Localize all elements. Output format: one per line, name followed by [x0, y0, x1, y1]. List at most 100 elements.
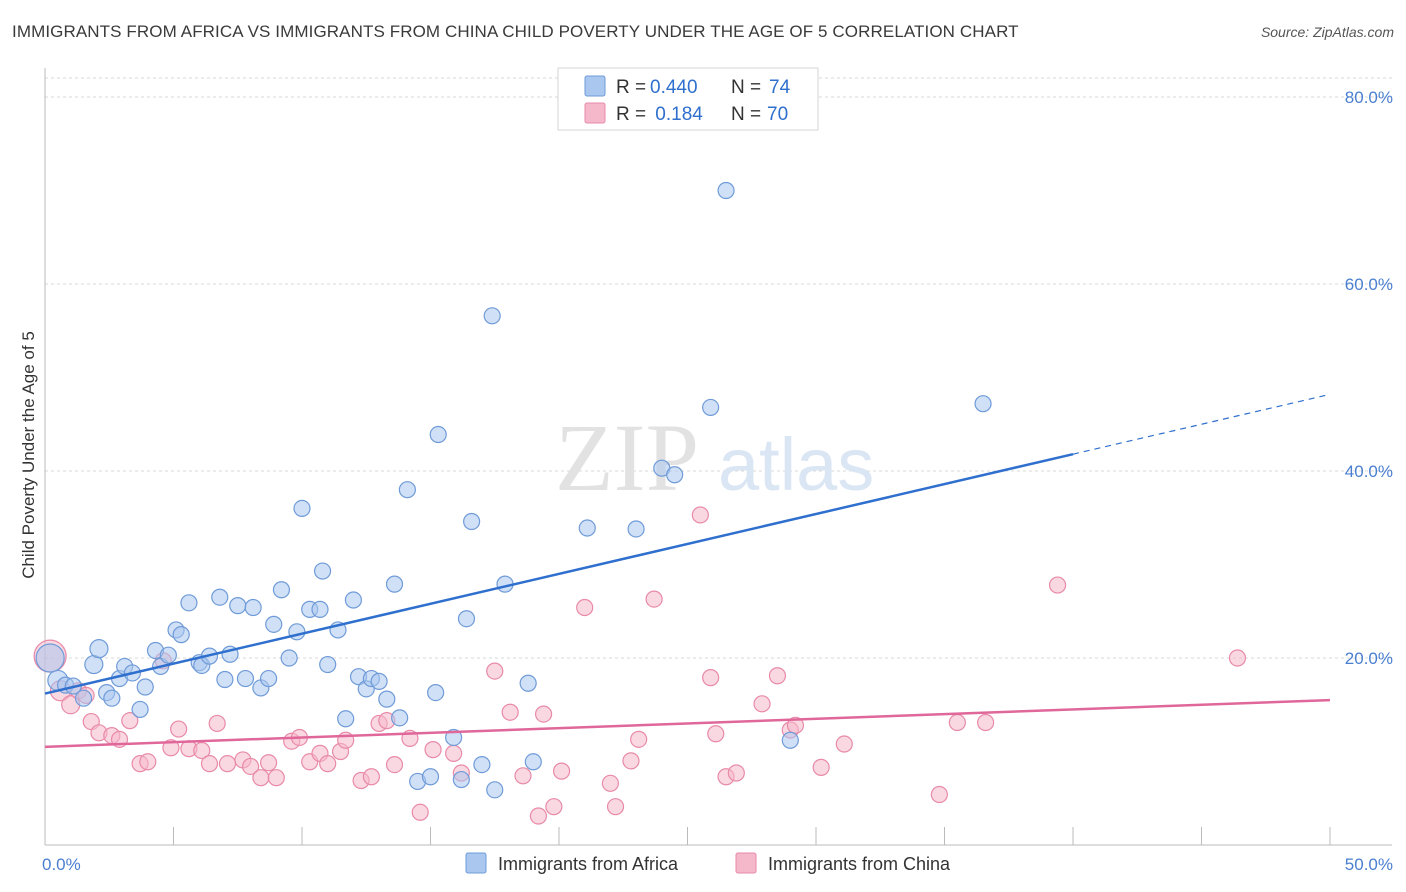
- africa-point: [781, 731, 799, 749]
- y-tick-label: 60.0%: [1345, 275, 1393, 294]
- africa-point: [236, 669, 255, 688]
- africa-point: [429, 425, 447, 444]
- africa-point: [159, 646, 177, 664]
- china-point: [121, 712, 139, 730]
- china-point: [319, 755, 337, 773]
- china-point: [691, 506, 709, 524]
- china-point: [218, 755, 237, 773]
- x-tick-label: 0.0%: [42, 855, 81, 874]
- china-point: [576, 598, 594, 617]
- africa-points: [35, 181, 992, 799]
- africa-point: [578, 519, 596, 537]
- africa-point: [293, 499, 311, 517]
- legend-swatch-china: [584, 102, 606, 124]
- china-point: [606, 798, 625, 816]
- africa-point: [180, 594, 198, 612]
- series-legend-swatch-china: [735, 852, 757, 874]
- africa-point: [427, 683, 445, 702]
- china-point: [645, 590, 663, 608]
- stats-legend: R = 0.440 N = 74 R = 0.184 N = 70: [557, 67, 819, 131]
- africa-point: [311, 600, 329, 618]
- china-point: [200, 755, 219, 773]
- africa-point: [974, 395, 992, 413]
- watermark-zip: ZIP: [555, 404, 699, 511]
- china-point: [362, 768, 380, 786]
- legend-r-label-africa: R =: [616, 77, 651, 98]
- africa-point: [519, 674, 537, 692]
- china-point: [702, 669, 720, 687]
- africa-point: [337, 710, 355, 728]
- legend-r-value-china: 0.184: [650, 104, 703, 125]
- legend-r-label-china: R =: [616, 104, 651, 125]
- x-tick-label: 50.0%: [1345, 855, 1393, 874]
- china-point: [930, 785, 948, 804]
- source-label: Source: ZipAtlas.com: [1260, 24, 1394, 40]
- china-point: [768, 667, 787, 685]
- china-point: [753, 695, 771, 713]
- china-point: [486, 662, 504, 680]
- africa-point: [370, 672, 388, 690]
- africa-trend-line: [44, 452, 1074, 695]
- africa-point: [452, 770, 470, 789]
- china-point: [786, 716, 805, 734]
- africa-point: [344, 591, 362, 609]
- africa-trend-extension: [1072, 393, 1331, 455]
- africa-point: [103, 689, 121, 707]
- china-point: [411, 803, 429, 821]
- china-point: [162, 739, 180, 757]
- chart-title: IMMIGRANTS FROM AFRICA VS IMMIGRANTS FRO…: [12, 22, 1019, 41]
- legend-n-value-china: 70: [767, 104, 788, 125]
- grid-lines: [45, 77, 1392, 659]
- china-point: [259, 754, 278, 772]
- y-tick-label: 20.0%: [1345, 649, 1393, 668]
- china-point: [385, 755, 404, 774]
- africa-point: [172, 626, 190, 644]
- china-point: [534, 705, 553, 723]
- china-point: [552, 762, 571, 780]
- africa-point: [457, 610, 476, 628]
- africa-point: [391, 709, 409, 727]
- china-point: [977, 713, 995, 732]
- series-legend-label-africa: Immigrants from Africa: [498, 854, 679, 874]
- africa-point: [272, 581, 291, 599]
- africa-point: [385, 575, 404, 593]
- china-point: [630, 730, 648, 748]
- africa-point: [702, 398, 720, 417]
- china-point: [424, 741, 442, 759]
- africa-point: [666, 466, 684, 484]
- china-point: [193, 741, 211, 760]
- china-point: [139, 753, 157, 771]
- axes: [44, 68, 1392, 846]
- zipatlas-watermark: ZIP atlas: [555, 404, 874, 511]
- legend-swatch-africa: [584, 75, 606, 97]
- china-point: [601, 774, 620, 792]
- china-point: [267, 769, 285, 787]
- china-point: [707, 725, 725, 743]
- africa-point: [84, 654, 104, 675]
- china-point: [1048, 576, 1067, 594]
- legend-n-label-africa: N =: [731, 77, 766, 98]
- tick-labels: 20.0% 40.0% 60.0% 80.0% 0.0% 50.0%: [42, 88, 1393, 874]
- china-point: [445, 744, 463, 762]
- africa-point: [483, 307, 501, 325]
- china-point: [622, 752, 640, 770]
- africa-point: [265, 615, 283, 633]
- africa-point: [136, 678, 154, 696]
- china-point: [242, 757, 260, 776]
- series-legend-label-china: Immigrants from China: [768, 854, 951, 874]
- china-point: [529, 807, 548, 825]
- legend-r-value-africa: 0.440: [650, 77, 698, 98]
- africa-point: [398, 481, 416, 499]
- china-point: [727, 764, 745, 782]
- watermark-atlas: atlas: [718, 423, 874, 506]
- china-point: [835, 735, 853, 753]
- africa-point: [421, 768, 440, 786]
- africa-point: [229, 597, 247, 615]
- trend-lines: [44, 393, 1331, 749]
- china-point: [948, 713, 966, 732]
- africa-point: [463, 512, 481, 531]
- africa-point: [627, 520, 645, 538]
- series-legend-swatch-africa: [465, 852, 487, 874]
- china-point: [514, 767, 532, 785]
